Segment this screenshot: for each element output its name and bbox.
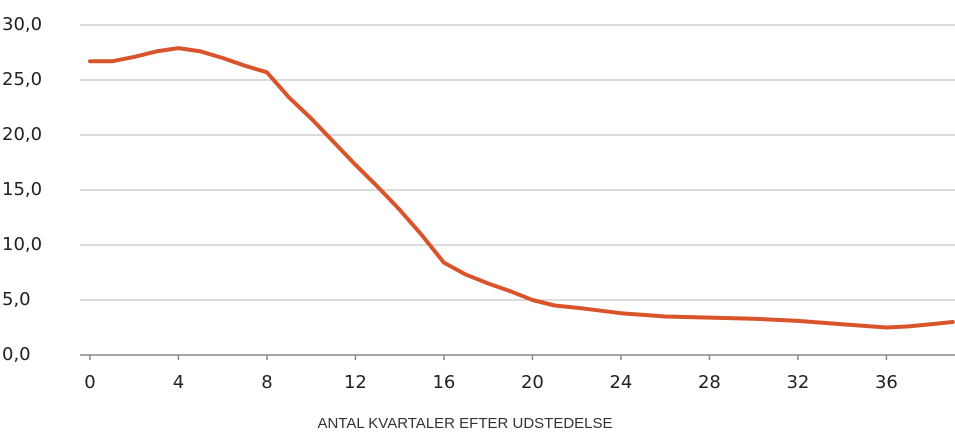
- y-tick-label: 15,0: [2, 179, 42, 200]
- y-tick-label: 10,0: [2, 234, 42, 255]
- x-tick-label: 32: [786, 372, 809, 393]
- x-tick-label: 0: [84, 372, 95, 393]
- y-tick-label: 5,0: [2, 289, 31, 310]
- y-tick-label: 30,0: [2, 14, 42, 35]
- x-tick-label: 8: [261, 372, 272, 393]
- x-tick-label: 4: [173, 372, 184, 393]
- x-tick-label: 20: [521, 372, 544, 393]
- data-line: [88, 46, 955, 330]
- x-tick-label: 24: [609, 372, 632, 393]
- y-tick-label: 20,0: [2, 124, 42, 145]
- x-tick-label: 12: [344, 372, 367, 393]
- x-tick-label: 28: [698, 372, 721, 393]
- x-tick-label: 16: [432, 372, 455, 393]
- y-tick-label: 0,0: [2, 344, 31, 365]
- y-tick-label: 25,0: [2, 69, 42, 90]
- x-tick-label: 36: [875, 372, 898, 393]
- x-axis-label: ANTAL KVARTALER EFTER UDSTEDELSE: [317, 415, 612, 432]
